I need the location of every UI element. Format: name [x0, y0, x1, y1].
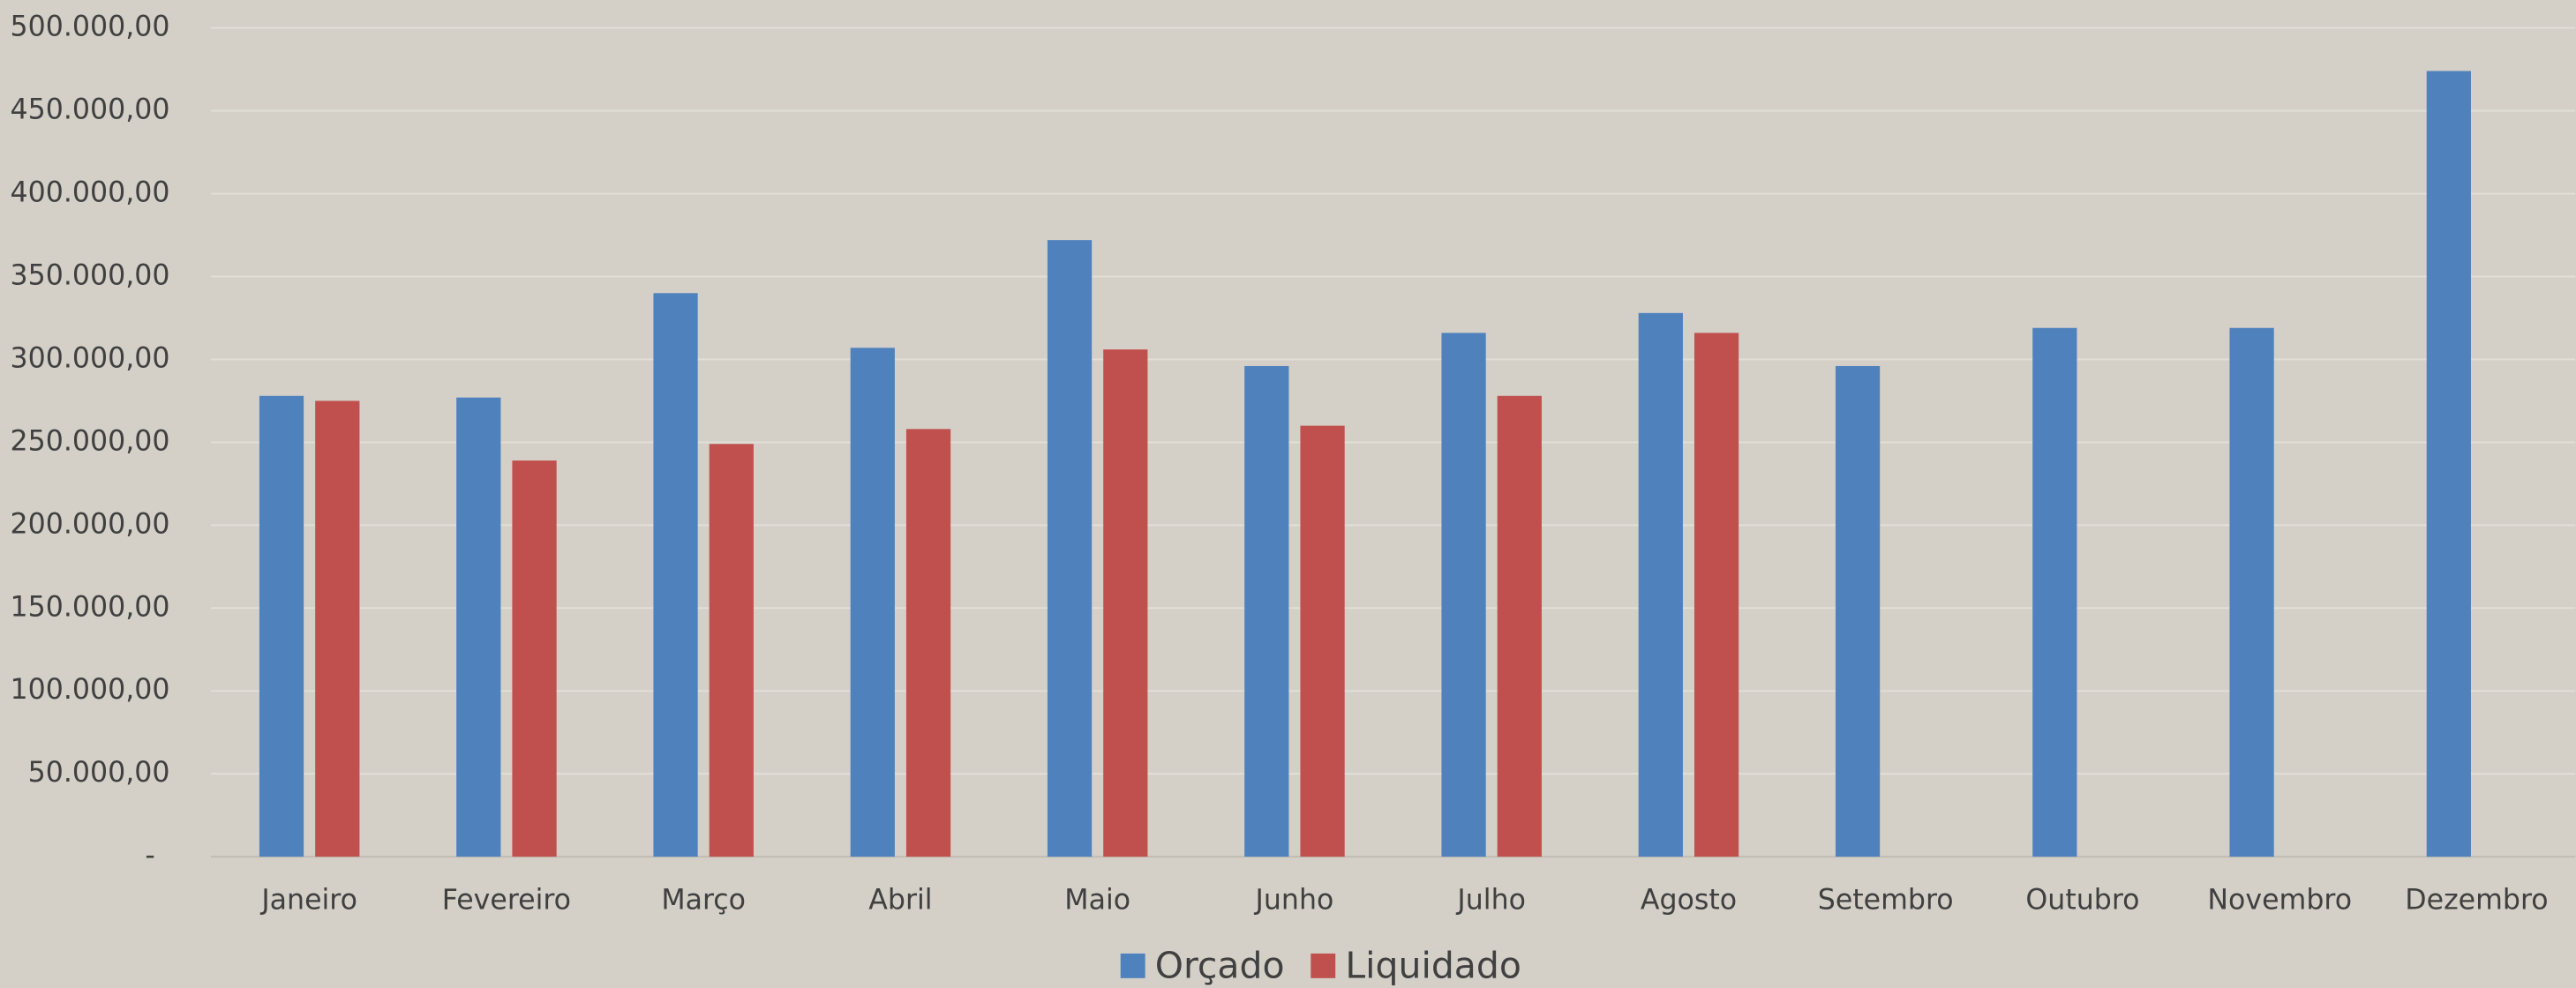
legend-swatch [1120, 953, 1145, 978]
x-tick-label: Fevereiro [442, 884, 571, 916]
bar [1497, 395, 1542, 857]
bar [2426, 71, 2471, 857]
legend-label: Orçado [1155, 945, 1285, 987]
bar [1103, 349, 1148, 857]
x-tick-label: Novembro [2207, 884, 2352, 916]
x-tick-label: Junho [1254, 884, 1334, 916]
y-tick-label: - [145, 840, 154, 872]
y-tick-label: 300.000,00 [11, 342, 170, 374]
x-tick-label: Março [661, 884, 746, 916]
bar [1244, 365, 1289, 857]
bar [1835, 365, 1881, 857]
bar [709, 444, 754, 857]
x-tick-label: Setembro [1818, 884, 1954, 916]
bar [1638, 312, 1683, 857]
x-tick-label: Outubro [2025, 884, 2139, 916]
bar [1047, 240, 1093, 857]
x-tick-label: Maio [1064, 884, 1130, 916]
y-tick-label: 250.000,00 [11, 425, 170, 457]
y-tick-label: 100.000,00 [11, 674, 170, 706]
bar [456, 397, 501, 857]
x-tick-label: Abril [868, 884, 932, 916]
bar [1441, 333, 1486, 857]
bar [1300, 425, 1345, 857]
bar [653, 293, 698, 857]
bar [2229, 327, 2274, 857]
y-tick-label: 400.000,00 [11, 177, 170, 209]
y-tick-label: 50.000,00 [28, 757, 170, 789]
y-tick-label: 500.000,00 [11, 11, 170, 43]
bar [512, 460, 557, 857]
x-tick-label: Janeiro [259, 884, 357, 916]
legend-label: Liquidado [1345, 945, 1521, 987]
x-tick-label: Agosto [1641, 884, 1737, 916]
x-tick-label: Julho [1455, 884, 1526, 916]
y-tick-label: 350.000,00 [11, 259, 170, 291]
bar [315, 400, 360, 857]
y-tick-label: 150.000,00 [11, 591, 170, 623]
bar [2032, 327, 2077, 857]
y-tick-label: 200.000,00 [11, 508, 170, 540]
bar [1694, 333, 1739, 857]
y-tick-label: 450.000,00 [11, 94, 170, 126]
bar [850, 348, 895, 857]
bar [259, 395, 304, 857]
legend-swatch [1311, 953, 1336, 978]
x-tick-label: Dezembro [2405, 884, 2548, 916]
bar [905, 429, 951, 857]
